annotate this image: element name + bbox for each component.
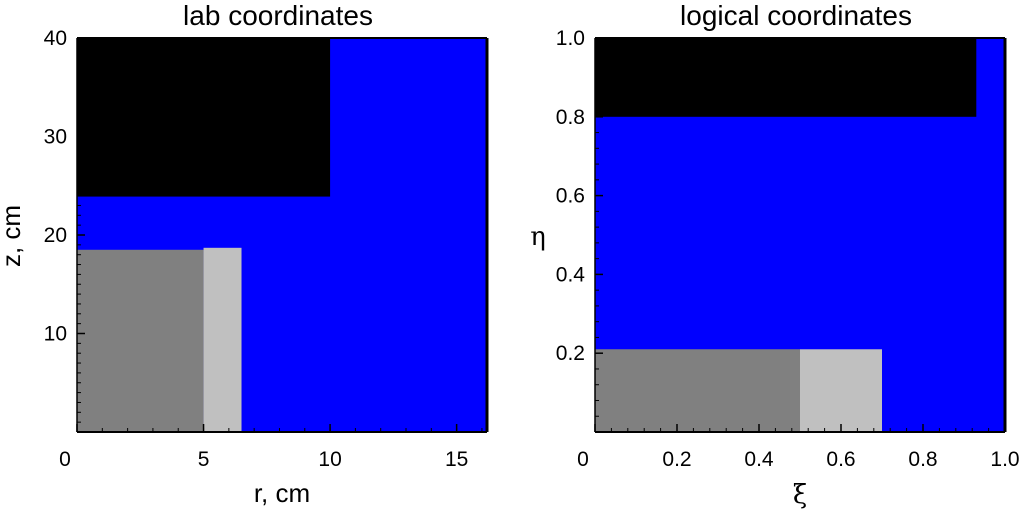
- x-axis-label: r, cm: [254, 478, 310, 508]
- y-tick-label: 0.6: [556, 185, 585, 208]
- plot-regions: [77, 38, 487, 432]
- y-tick-label: 0.4: [556, 263, 586, 286]
- lab-coordinates-panel: lab coordinates 0 5 10 15 10 20 30 40 r, cm z,…: [0, 0, 489, 508]
- x-tick-label: 0.6: [826, 448, 855, 471]
- black-region: [77, 38, 331, 197]
- y-tick-label: 30: [44, 126, 67, 149]
- black-region: [595, 38, 977, 117]
- y-axis-label: η: [530, 222, 546, 252]
- x-axis-ticks: 0 5 10 15: [59, 424, 468, 471]
- x-axis-label: ξ: [793, 480, 807, 510]
- dark-gray-region: [77, 249, 204, 432]
- plot-frame: [594, 37, 1007, 433]
- x-tick-label: 10: [318, 448, 341, 471]
- y-tick-label: 0.2: [556, 342, 585, 365]
- chart-title: lab coordinates: [183, 0, 373, 31]
- x-tick-label: 0: [577, 448, 589, 471]
- x-tick-label: 0.2: [662, 448, 691, 471]
- logical-coordinates-panel: logical coordinates 0 0.2 0.4 0.6 0.8 1.0 0.2…: [530, 0, 1019, 510]
- x-tick-label: 0.8: [908, 448, 937, 471]
- y-axis-label: z, cm: [0, 205, 26, 267]
- x-tick-label: 0.4: [744, 448, 774, 471]
- y-tick-label: 40: [44, 27, 67, 50]
- light-gray-region: [800, 349, 882, 432]
- x-tick-label: 5: [198, 448, 210, 471]
- y-tick-label: 0.8: [556, 106, 585, 129]
- y-tick-label: 1.0: [556, 27, 585, 50]
- x-tick-label: 15: [445, 448, 468, 471]
- y-axis-ticks: 10 20 30 40: [44, 27, 85, 346]
- y-axis-ticks: 0.2 0.4 0.6 0.8 1.0: [556, 27, 603, 365]
- plot-regions: [595, 38, 1005, 432]
- chart-title: logical coordinates: [680, 0, 912, 31]
- dark-gray-region: [595, 349, 800, 432]
- y-tick-label: 10: [44, 323, 67, 346]
- x-tick-label: 1.0: [990, 448, 1019, 471]
- x-axis-ticks: 0 0.2 0.4 0.6 0.8 1.0: [577, 424, 1020, 471]
- light-gray-region: [203, 247, 242, 432]
- y-tick-label: 20: [44, 224, 67, 247]
- x-tick-label: 0: [59, 448, 71, 471]
